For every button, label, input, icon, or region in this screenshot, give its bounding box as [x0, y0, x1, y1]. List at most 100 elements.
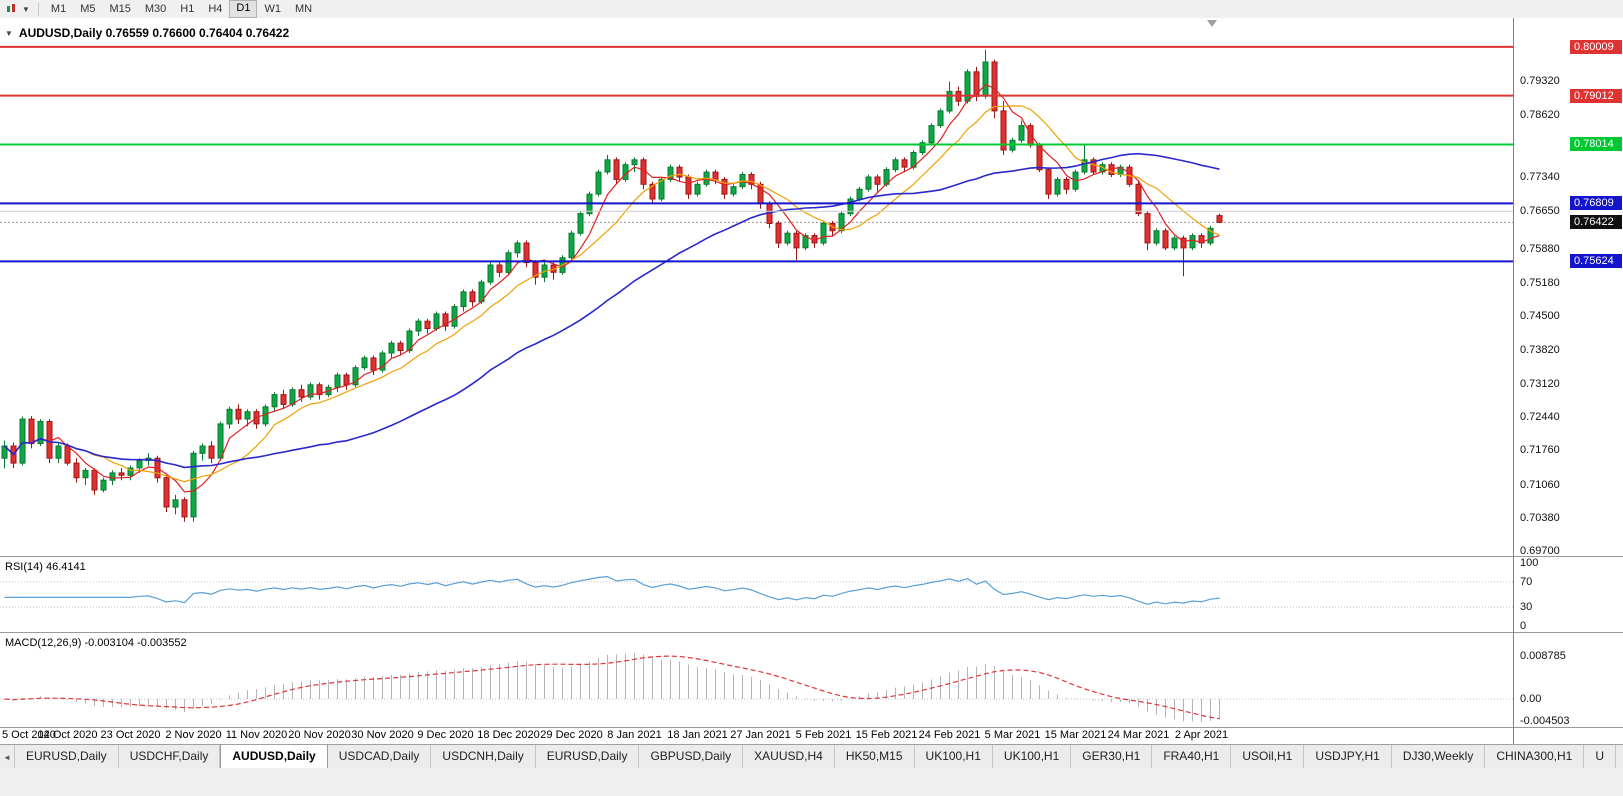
- timeframe-toolbar: ▼ M1 M5 M15 M30 H1 H4 D1 W1 MN: [0, 0, 1623, 19]
- chart-tab-ger30-h1[interactable]: GER30,H1: [1071, 745, 1153, 769]
- macd-axis-tick: -0.004503: [1520, 715, 1570, 727]
- chart-title-row: ▼ AUDUSD,Daily 0.76559 0.76600 0.76404 0…: [5, 26, 289, 40]
- date-axis-label: 29 Dec 2020: [540, 729, 603, 741]
- panel-separator[interactable]: [0, 556, 1623, 557]
- candlestick-chart-glyph: [7, 4, 15, 12]
- timeframe-button-m30[interactable]: M30: [144, 3, 167, 15]
- date-axis-label: 30 Nov 2020: [351, 729, 414, 741]
- timeframe-button-d1[interactable]: D1: [229, 0, 258, 18]
- chart-shift-icon[interactable]: [1207, 20, 1217, 27]
- bottom-strip: [0, 768, 1623, 796]
- chart-tab-xauusd-h4[interactable]: XAUUSD,H4: [743, 745, 835, 769]
- date-axis-label: 23 Oct 2020: [100, 729, 161, 741]
- price-axis-tick: 0.70380: [1520, 511, 1560, 524]
- chart-tab-uk100-h1[interactable]: UK100,H1: [993, 745, 1072, 769]
- timeframe-button-h4[interactable]: H4: [208, 3, 223, 15]
- macd-axis-tick: 0.008785: [1520, 650, 1566, 663]
- date-axis-label: 2 Apr 2021: [1174, 729, 1229, 741]
- price-axis-tick: 0.78620: [1520, 108, 1560, 121]
- toolbar-separator: [37, 2, 39, 16]
- collapse-arrow-icon[interactable]: ▼: [5, 28, 13, 38]
- chart-tab-china300-h1[interactable]: CHINA300,H1: [1485, 745, 1585, 769]
- price-axis-tick: 0.71060: [1520, 478, 1560, 491]
- chart-tab-eurusd-daily[interactable]: EURUSD,Daily: [15, 745, 119, 769]
- price-axis-tick: 0.75180: [1520, 277, 1560, 290]
- price-axis: 0.79320 0.78620 0.77340 0.76650 0.75880 0.751…: [1514, 18, 1623, 558]
- panel-separator[interactable]: [0, 632, 1623, 633]
- date-axis-label: 27 Jan 2021: [730, 729, 791, 741]
- date-axis-label: 24 Mar 2021: [1107, 729, 1170, 741]
- rsi-axis-tick: 70: [1520, 575, 1533, 588]
- chart-tab-usoil-h1[interactable]: USOil,H1: [1231, 745, 1305, 769]
- chart-tab-hk50-m15[interactable]: HK50,M15: [835, 745, 915, 769]
- date-axis-label: 15 Mar 2021: [1044, 729, 1107, 741]
- macd-canvas[interactable]: [0, 633, 1513, 727]
- rsi-canvas[interactable]: [0, 557, 1513, 632]
- chart-tab-fra40-h1[interactable]: FRA40,H1: [1152, 745, 1232, 769]
- chart-tab-usdjpy-h1[interactable]: USDJPY,H1: [1304, 745, 1392, 769]
- macd-axis: 0.008785 0.00 -0.004503: [1514, 633, 1623, 727]
- price-axis-tick: 0.75880: [1520, 242, 1560, 255]
- date-axis-label: 20 Nov 2020: [288, 729, 351, 741]
- price-chart-canvas[interactable]: [0, 18, 1513, 556]
- date-axis-label: 2 Nov 2020: [165, 729, 222, 741]
- date-axis-label: 24 Feb 2021: [918, 729, 981, 741]
- date-axis-label: 14 Oct 2020: [37, 729, 98, 741]
- chart-ohlc-title: AUDUSD,Daily 0.76559 0.76600 0.76404 0.7…: [18, 26, 290, 40]
- date-axis: 5 Oct 2020 14 Oct 2020 23 Oct 2020 2 Nov 20…: [0, 728, 1623, 744]
- price-axis-tick: 0.76650: [1520, 205, 1560, 218]
- rsi-axis-tick: 30: [1520, 601, 1533, 614]
- price-line-badge: 0.78014: [1570, 137, 1622, 152]
- price-axis-tick: 0.73820: [1520, 343, 1560, 356]
- macd-label: MACD(12,26,9) -0.003104 -0.003552: [5, 637, 187, 649]
- chart-tab-gbpusd-daily[interactable]: GBPUSD,Daily: [639, 745, 744, 769]
- price-axis-tick: 0.77340: [1520, 171, 1560, 184]
- chart-tab-dj30-weekly[interactable]: DJ30,Weekly: [1392, 745, 1486, 769]
- chart-type-dropdown-icon[interactable]: ▼: [22, 4, 30, 14]
- chart-tabs: EURUSD,Daily USDCHF,Daily AUDUSD,Daily USDC…: [15, 745, 1617, 769]
- rsi-axis: 100 70 30 0: [1514, 557, 1623, 632]
- date-axis-label: 11 Nov 2020: [225, 729, 288, 741]
- price-axis-tick: 0.69700: [1520, 545, 1560, 558]
- date-axis-label: 5 Mar 2021: [984, 729, 1041, 741]
- date-axis-label: 9 Dec 2020: [417, 729, 474, 741]
- price-line-badge: 0.75624: [1570, 254, 1622, 269]
- date-axis-label: 5 Oct 2020: [2, 729, 56, 741]
- price-scale-border: [1513, 18, 1514, 744]
- date-axis-label: 5 Feb 2021: [795, 729, 852, 741]
- timeframe-button-m15[interactable]: M15: [109, 3, 131, 15]
- price-line-badge: 0.76809: [1570, 196, 1622, 211]
- chart-tab-usdcad-daily[interactable]: USDCAD,Daily: [328, 745, 432, 769]
- price-axis-tick: 0.74500: [1520, 310, 1560, 323]
- timeframe-button-w1[interactable]: W1: [264, 3, 281, 15]
- chart-tab-bar: ◄ EURUSD,Daily USDCHF,Daily AUDUSD,Daily US…: [0, 744, 1623, 769]
- rsi-axis-tick: 100: [1520, 557, 1539, 569]
- rsi-panel: RSI(14) 46.4141 100 70 30 0: [0, 557, 1623, 632]
- price-axis-tick: 0.72440: [1520, 411, 1560, 424]
- timeframe-button-m5[interactable]: M5: [80, 3, 96, 15]
- chart-type-icon[interactable]: [3, 2, 19, 16]
- macd-axis-tick: 0.00: [1520, 693, 1542, 705]
- rsi-axis-tick: 0: [1520, 620, 1527, 632]
- chart-tab-audusd-daily[interactable]: AUDUSD,Daily: [220, 745, 328, 769]
- tab-scroll-left-icon[interactable]: ◄: [0, 745, 15, 769]
- timeframe-button-h1[interactable]: H1: [180, 3, 195, 15]
- chart-tab-u[interactable]: U: [1584, 745, 1617, 769]
- chart-tab-usdcnh-daily[interactable]: USDCNH,Daily: [431, 745, 536, 769]
- macd-panel: MACD(12,26,9) -0.003104 -0.003552 0.0087…: [0, 633, 1623, 727]
- date-axis-label: 18 Jan 2021: [667, 729, 728, 741]
- price-axis-tick: 0.73120: [1520, 377, 1560, 390]
- chart-tab-uk100-h1[interactable]: UK100,H1: [915, 745, 993, 769]
- chart-tab-eurusd-daily[interactable]: EURUSD,Daily: [536, 745, 640, 769]
- date-axis-label: 18 Dec 2020: [477, 729, 540, 741]
- timeframe-buttons: M1 M5 M15 M30 H1 H4 D1 W1 MN: [44, 0, 319, 18]
- date-axis-label: 15 Feb 2021: [855, 729, 918, 741]
- timeframe-button-m1[interactable]: M1: [50, 3, 67, 15]
- price-axis-tick: 0.71760: [1520, 444, 1560, 457]
- timeframe-button-mn[interactable]: MN: [294, 3, 313, 15]
- date-axis-label: 8 Jan 2021: [607, 729, 662, 741]
- price-line-badge: 0.80009: [1570, 39, 1622, 54]
- date-labels: 5 Oct 2020 14 Oct 2020 23 Oct 2020 2 Nov 20…: [0, 728, 1513, 744]
- chart-tab-usdchf-daily[interactable]: USDCHF,Daily: [119, 745, 221, 769]
